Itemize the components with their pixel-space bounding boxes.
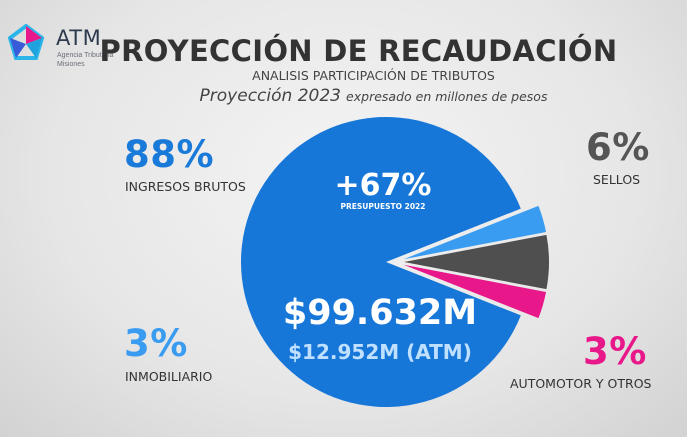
inmobiliario-pct: 3% bbox=[124, 322, 188, 365]
automotor-label: AUTOMOTOR Y OTROS bbox=[510, 376, 652, 391]
page-subtitle: ANALISIS PARTICIPACIÓN DE TRIBUTOS bbox=[252, 68, 495, 83]
total-value: $99.632M bbox=[282, 293, 478, 333]
atm-logo: ATM Agencia Tributaria Misiones bbox=[6, 24, 166, 74]
atm-logo-icon bbox=[7, 24, 45, 60]
logo-subtitle-line2: Misiones bbox=[57, 61, 85, 68]
automotor-pct: 3% bbox=[583, 330, 647, 373]
sellos-label: SELLOS bbox=[593, 172, 641, 187]
atm-value: $12.952M (ATM) bbox=[288, 340, 472, 364]
projection-line: Proyección 2023 expresado en millones de… bbox=[0, 86, 687, 106]
logo-subtitle: Agencia Tributaria Misiones bbox=[57, 51, 113, 69]
logo-subtitle-line1: Agencia Tributaria bbox=[57, 52, 114, 59]
slice-inmobiliario bbox=[403, 205, 547, 260]
sellos-pct: 6% bbox=[586, 126, 650, 169]
page-title: PROYECCIÓN DE RECAUDACIÓN bbox=[99, 34, 618, 68]
ingresos-brutos-pct: 88% bbox=[124, 133, 215, 176]
inmobiliario-label: INMOBILIARIO bbox=[125, 369, 213, 384]
projection-note: expresado en millones de pesos bbox=[346, 89, 548, 104]
growth-value: +67% bbox=[334, 168, 432, 203]
slice-sellos bbox=[404, 234, 549, 290]
slice-ingresos-brutos bbox=[240, 116, 521, 407]
logo-name: ATM bbox=[56, 26, 102, 50]
growth-caption: PRESUPUESTO 2022 bbox=[340, 202, 426, 211]
ingresos-brutos-label: INGRESOS BRUTOS bbox=[125, 179, 246, 194]
projection-year: Proyección 2023 bbox=[199, 86, 341, 106]
slice-automotor bbox=[403, 264, 547, 319]
